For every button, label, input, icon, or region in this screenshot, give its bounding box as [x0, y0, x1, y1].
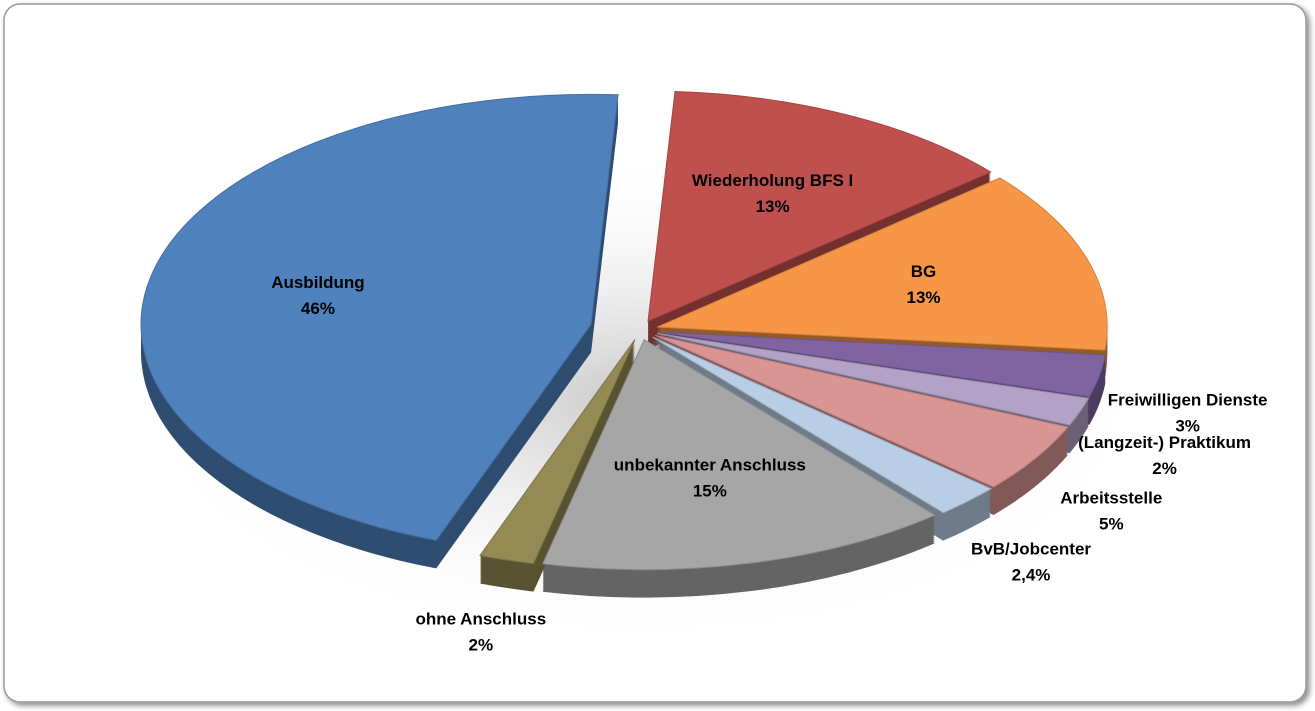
- slice-label: Wiederholung BFS I: [692, 171, 853, 190]
- slice-value-label: 2,4%: [1012, 565, 1051, 584]
- slice-label: BvB/Jobcenter: [971, 539, 1091, 558]
- slice-label: ohne Anschluss: [415, 610, 546, 629]
- pie-slice: [542, 338, 936, 571]
- slice-label: unbekannter Anschluss: [614, 456, 806, 475]
- slice-label: BG: [911, 262, 937, 281]
- pie-slice: [657, 331, 1107, 398]
- slice-label: Ausbildung: [271, 273, 364, 292]
- slice-value-label: 15%: [693, 482, 727, 501]
- pie-slice: [652, 336, 993, 514]
- pie-slice: [140, 93, 619, 541]
- slice-value-label: 13%: [906, 288, 940, 307]
- slice-value-label: 3%: [1175, 416, 1200, 435]
- slice-value-label: 46%: [301, 299, 335, 318]
- slice-label: Arbeitsstelle: [1060, 489, 1162, 508]
- pie-slice: [656, 177, 1108, 351]
- slice-value-label: 2%: [1152, 459, 1177, 478]
- slice-value-label: 2%: [469, 636, 494, 655]
- slice-label: Freiwilligen Dienste: [1108, 390, 1268, 409]
- pie-slice: [479, 339, 636, 565]
- pie-slice: [647, 91, 992, 322]
- slice-value-label: 5%: [1099, 515, 1124, 534]
- slice-value-label: 13%: [756, 197, 790, 216]
- pie-slice: [656, 332, 1090, 426]
- slice-label: (Langzeit-) Praktikum: [1078, 433, 1251, 452]
- pie-slice: [654, 334, 1069, 488]
